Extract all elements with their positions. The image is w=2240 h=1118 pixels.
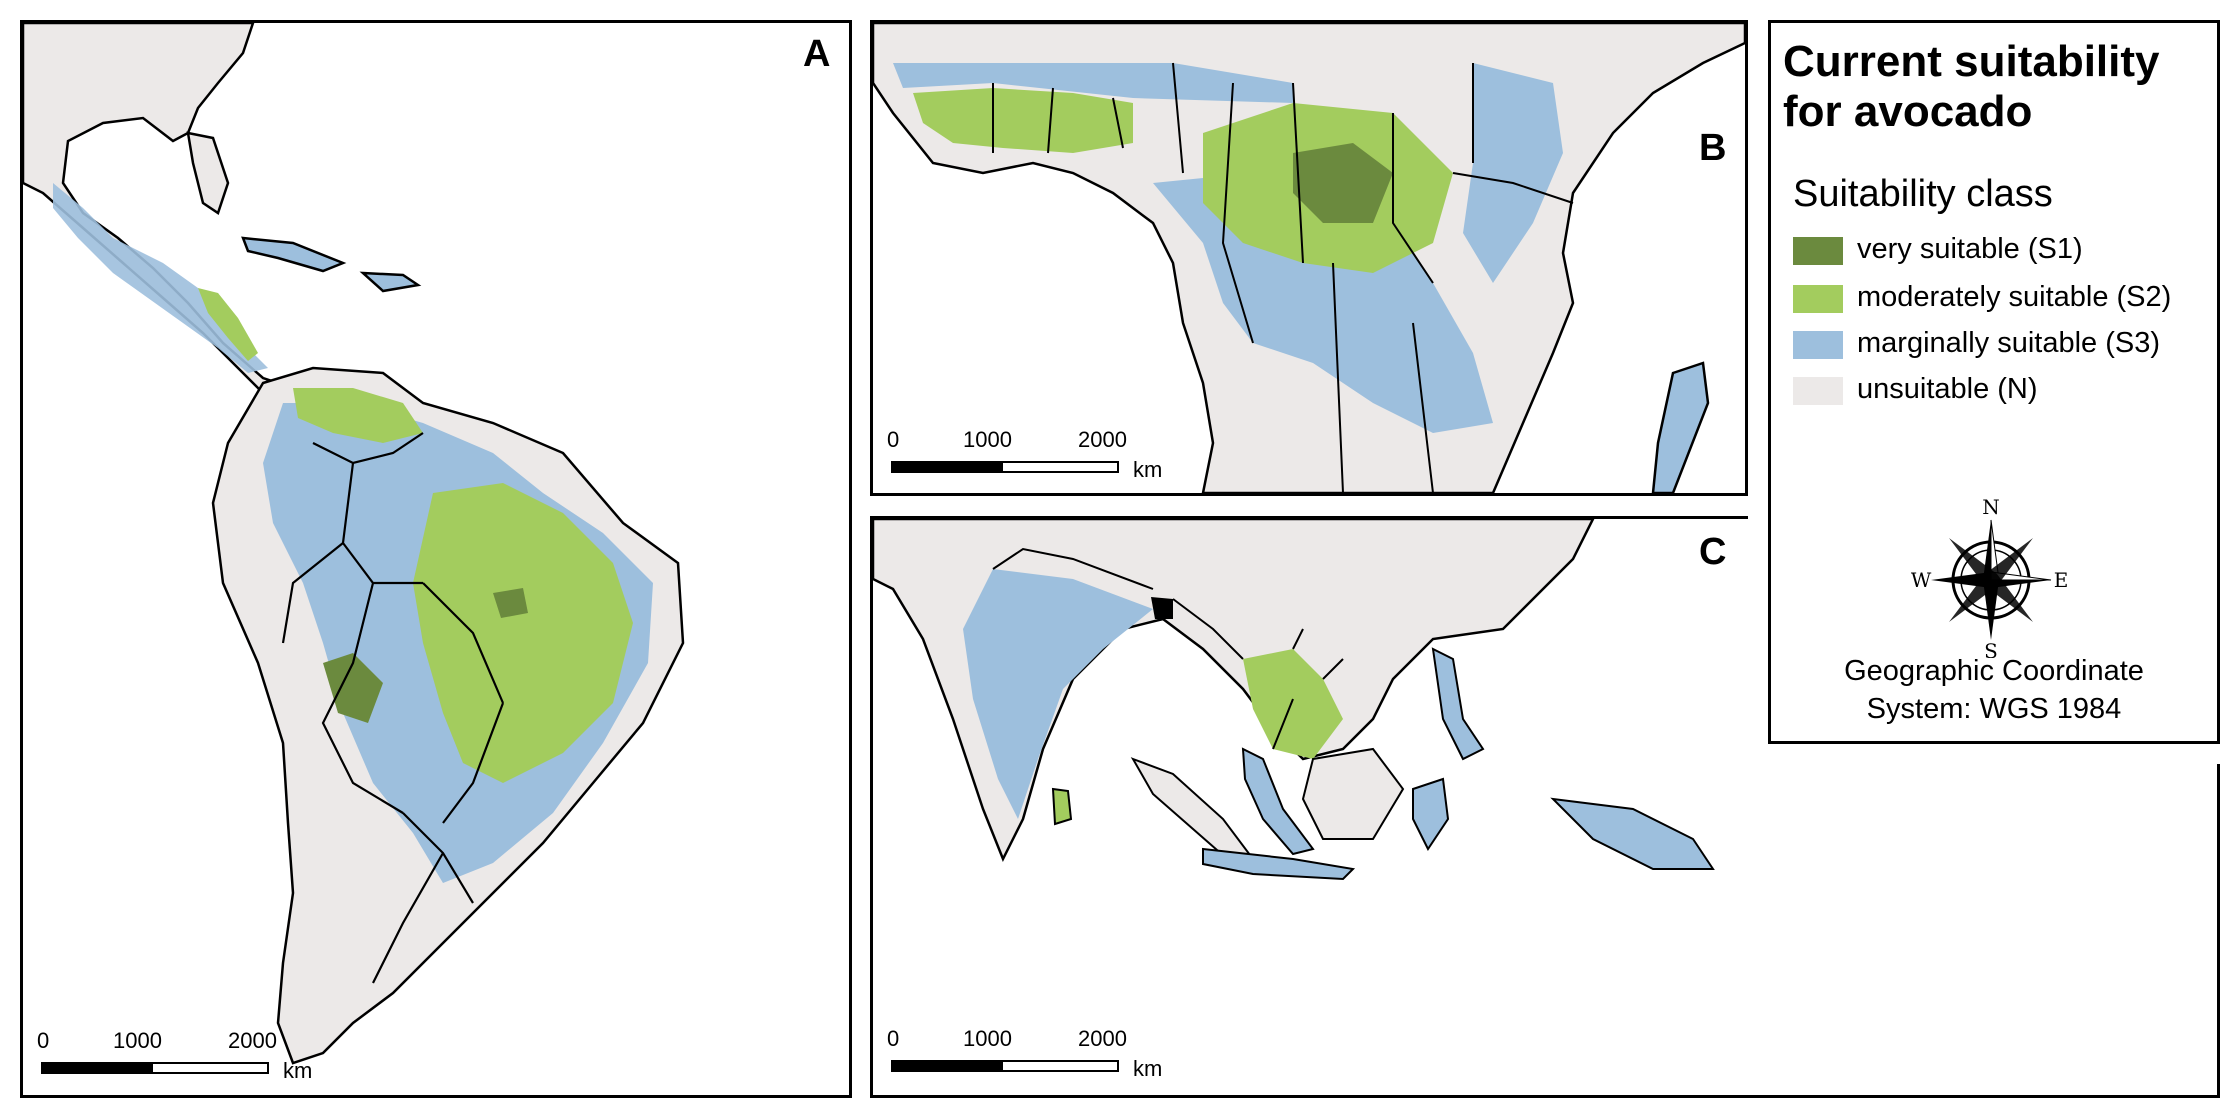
scale-tick-2000: 2000 <box>1078 1026 1127 1051</box>
new-guinea-land <box>1550 797 1715 870</box>
malay-peninsula <box>1241 747 1315 856</box>
scale-tick-2000: 2000 <box>1078 427 1127 452</box>
scale-bar-a: 0 1000 2000 km <box>33 1028 312 1088</box>
madagascar-land <box>1651 361 1710 493</box>
scale-bar-b: 0 1000 2000 km <box>883 427 1162 487</box>
indochina-s2 <box>1243 649 1343 759</box>
crs-line1: Geographic Coordinate <box>1844 655 2144 687</box>
legend-swatch-s3 <box>1793 331 1843 359</box>
florida-land <box>186 131 230 215</box>
brazil-s1 <box>493 588 528 618</box>
legend-label-s2: moderately suitable (S2) <box>1857 281 2172 313</box>
scale-tick-0: 0 <box>37 1028 50 1053</box>
venezuela-s2 <box>293 388 423 443</box>
compass-w: W <box>1911 568 1932 592</box>
compass-s: S <box>1984 639 1998 658</box>
scale-bar-black <box>41 1062 153 1074</box>
compass-e: E <box>2054 568 2069 592</box>
west-africa-s2 <box>913 88 1133 153</box>
congo-s1 <box>1293 143 1393 223</box>
scale-bar-white <box>151 1062 269 1074</box>
bangladesh-s1 <box>1151 597 1173 619</box>
legend-title-line1: Current suitability <box>1783 37 2160 86</box>
scale-tick-1000: 1000 <box>963 427 1012 452</box>
panel-letter-a: A <box>803 33 831 75</box>
scale-tick-0: 0 <box>887 1026 900 1051</box>
legend-label-s1: very suitable (S1) <box>1857 233 2083 265</box>
compass-n: N <box>1982 498 2000 519</box>
africa-map <box>873 23 1745 493</box>
country-borders-africa <box>992 62 1574 493</box>
cuba-land <box>241 236 347 273</box>
scale-unit: km <box>283 1058 313 1083</box>
india-s3 <box>963 569 1153 819</box>
scale-bar-black <box>891 461 1003 473</box>
asia-map <box>873 519 1715 881</box>
legend-swatch-n <box>1793 377 1843 405</box>
bolivia-s1 <box>323 653 383 723</box>
borneo-land <box>1301 747 1405 840</box>
legend-label-s3: marginally suitable (S3) <box>1857 327 2161 359</box>
americas-map <box>23 23 685 1065</box>
sahel-s3 <box>893 63 1293 103</box>
map-panel-africa: B 0 1000 2000 km <box>870 20 1748 496</box>
scale-bar-c: 0 1000 2000 km <box>883 1026 1162 1086</box>
scale-tick-2000: 2000 <box>228 1028 277 1053</box>
scale-bar-white <box>1001 1060 1119 1072</box>
hispaniola-land <box>359 271 422 293</box>
map-panel-americas: A 0 1000 2000 km <box>20 20 852 1098</box>
legend-label-n: unsuitable (N) <box>1857 373 2038 405</box>
legend-title: Current suitability for avocado <box>1783 37 2160 137</box>
country-borders-south-america <box>281 432 505 984</box>
legend-swatch-s2 <box>1793 285 1843 313</box>
brazil-s2 <box>413 483 633 783</box>
east-africa-s3 <box>1463 63 1563 283</box>
country-borders-asia <box>992 547 1344 750</box>
panel-letter-c: C <box>1699 531 1727 573</box>
scale-tick-1000: 1000 <box>963 1026 1012 1051</box>
map-legend: Current suitability for avocado Suitabil… <box>1768 20 2220 744</box>
scale-unit: km <box>1133 1056 1163 1081</box>
legend-title-line2: for avocado <box>1783 87 2033 136</box>
compass-rose-icon: N S E W <box>1911 495 2071 663</box>
scale-tick-0: 0 <box>887 427 900 452</box>
scale-bar-black <box>891 1060 1003 1072</box>
sumatra-land <box>1130 757 1255 866</box>
scale-bar-white <box>1001 461 1119 473</box>
sri-lanka-land <box>1051 787 1073 826</box>
crs-line2: System: WGS 1984 <box>1866 693 2122 725</box>
java-land <box>1202 847 1356 881</box>
legend-swatch-s1 <box>1793 237 1843 265</box>
panel-letter-b: B <box>1699 127 1727 169</box>
scale-tick-1000: 1000 <box>113 1028 162 1053</box>
suitability-class-heading: Suitability class <box>1793 173 2053 215</box>
philippines-land <box>1431 647 1485 761</box>
mexico-s3 <box>53 183 268 373</box>
scale-unit: km <box>1133 457 1163 482</box>
central-america-s2 <box>198 288 258 361</box>
sulawesi-land <box>1412 777 1450 851</box>
